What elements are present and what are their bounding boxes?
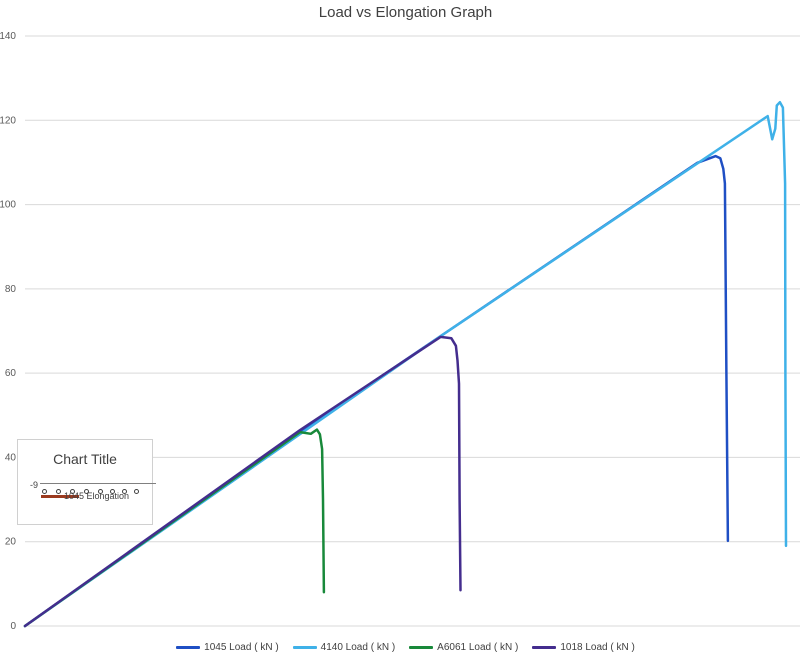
legend-label: 1018 Load ( kN ) xyxy=(560,642,635,653)
plot-area: 0 20 40 60 80 100 120 140 xyxy=(0,31,800,632)
legend-item-0: 1045 Load ( kN ) xyxy=(176,642,279,653)
gridlines xyxy=(25,35,800,627)
embedded-chart-axis-label: -9 xyxy=(30,480,39,490)
legend-swatch xyxy=(409,645,434,649)
embedded-chart-marker xyxy=(110,489,115,494)
embedded-chart-title: Chart Title xyxy=(53,451,117,467)
legend: 1045 Load ( kN ) 4140 Load ( kN ) A6061 Lo… xyxy=(0,642,811,653)
y-axis-tick-labels: 0 20 40 60 80 100 120 140 xyxy=(0,31,16,632)
y-tick-label: 80 xyxy=(5,284,17,295)
series-line-2 xyxy=(23,428,326,628)
embedded-chart-marker xyxy=(98,489,103,494)
y-tick-label: 100 xyxy=(0,200,16,211)
y-tick-label: 120 xyxy=(0,115,16,126)
embedded-chart-marker xyxy=(122,489,127,494)
legend-swatch xyxy=(176,645,201,649)
series-line-3 xyxy=(23,335,462,628)
embedded-chart-marker xyxy=(56,489,61,494)
legend-item-2: A6061 Load ( kN ) xyxy=(409,642,518,653)
legend-label: 4140 Load ( kN ) xyxy=(320,642,396,653)
legend-swatch xyxy=(532,645,557,649)
series-line-1 xyxy=(23,100,788,628)
y-tick-label: 20 xyxy=(5,537,17,548)
legend-label: 1045 Load ( kN ) xyxy=(204,642,279,653)
legend-item-3: 1018 Load ( kN ) xyxy=(532,642,635,653)
embedded-chart-legend-label: 1045 Elongation xyxy=(64,491,130,501)
y-tick-label: 40 xyxy=(5,452,17,463)
chart-title: Load vs Elongation Graph xyxy=(318,4,493,21)
legend-label: A6061 Load ( kN ) xyxy=(437,642,519,653)
series-line-0 xyxy=(23,154,730,628)
series-lines xyxy=(23,100,788,628)
embedded-chart-box[interactable]: Chart Title -9 1045 Elongation xyxy=(17,439,156,525)
y-tick-label: 140 xyxy=(0,31,16,42)
embedded-chart-marker xyxy=(70,489,75,494)
legend-swatch xyxy=(292,645,317,649)
embedded-chart-marker xyxy=(42,489,47,494)
y-tick-label: 60 xyxy=(5,368,17,379)
y-tick-label: 0 xyxy=(10,621,16,632)
embedded-chart-marker xyxy=(84,489,89,494)
legend-item-1: 4140 Load ( kN ) xyxy=(292,642,396,653)
embedded-chart-axis-line xyxy=(40,483,156,484)
embedded-chart-legend-swatch xyxy=(41,495,79,498)
embedded-chart-marker xyxy=(134,489,139,494)
